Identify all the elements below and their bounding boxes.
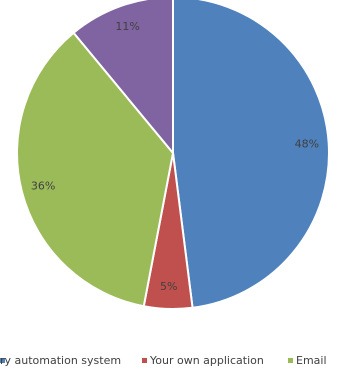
legend-marker — [142, 358, 147, 363]
data-label: 5% — [160, 280, 177, 293]
legend-marker — [288, 358, 293, 363]
pie-slice — [172, 0, 330, 309]
legend-label: ry automation system — [0, 354, 121, 367]
legend-label: Email — [296, 354, 327, 367]
data-label: 11% — [115, 20, 139, 33]
data-label: 36% — [31, 179, 55, 192]
pie-slice — [72, 0, 174, 156]
data-label: 48% — [295, 138, 319, 151]
legend-label: Your own application — [149, 354, 264, 367]
legend-marker — [0, 358, 5, 363]
pie-slice — [16, 31, 175, 308]
